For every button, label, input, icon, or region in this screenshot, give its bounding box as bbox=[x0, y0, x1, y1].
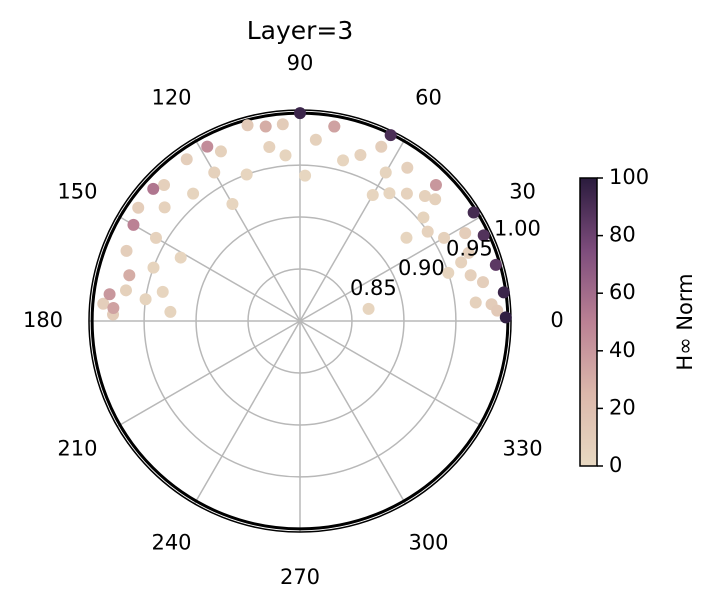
point bbox=[383, 187, 396, 200]
point bbox=[459, 227, 472, 240]
grid-spoke bbox=[193, 320, 301, 505]
theta-tick-label: 0 bbox=[550, 308, 563, 332]
point bbox=[174, 251, 187, 264]
point bbox=[259, 120, 272, 133]
point bbox=[337, 154, 350, 167]
theta-tick-label: 90 bbox=[287, 51, 314, 75]
theta-tick-label: 240 bbox=[151, 531, 191, 555]
chart-title: Layer=3 bbox=[247, 16, 354, 45]
colorbar-tick-label: 0 bbox=[609, 453, 622, 477]
point bbox=[499, 311, 512, 324]
point bbox=[366, 188, 379, 201]
point bbox=[97, 297, 110, 310]
colorbar bbox=[579, 177, 598, 467]
theta-tick-label: 150 bbox=[57, 180, 97, 204]
point bbox=[187, 187, 200, 200]
point bbox=[384, 129, 397, 142]
point bbox=[418, 190, 431, 203]
point bbox=[123, 269, 136, 282]
point bbox=[276, 118, 289, 131]
theta-tick-label: 300 bbox=[408, 531, 448, 555]
point bbox=[240, 168, 253, 181]
point bbox=[120, 244, 133, 257]
point bbox=[263, 140, 276, 153]
point bbox=[489, 258, 502, 271]
point bbox=[438, 231, 451, 244]
point bbox=[147, 261, 160, 274]
colorbar-tick-label: 100 bbox=[609, 165, 649, 189]
point bbox=[467, 206, 480, 219]
colorbar-tick-label: 40 bbox=[609, 338, 636, 362]
point bbox=[119, 284, 132, 297]
point bbox=[294, 107, 306, 120]
colorbar-tick-label: 20 bbox=[609, 395, 636, 419]
point bbox=[208, 166, 221, 179]
colorbar-tick-label: 60 bbox=[609, 280, 636, 304]
r-tick-label: 0.90 bbox=[398, 256, 445, 280]
point bbox=[477, 229, 490, 242]
point bbox=[299, 169, 312, 182]
colorbar-tick-label: 80 bbox=[609, 223, 636, 247]
point bbox=[149, 231, 162, 244]
point bbox=[362, 302, 375, 315]
point bbox=[127, 218, 140, 231]
point bbox=[401, 161, 414, 174]
grid-spoke bbox=[299, 320, 484, 428]
point bbox=[309, 133, 322, 146]
theta-tick-label: 270 bbox=[280, 565, 320, 589]
grid-spoke bbox=[299, 320, 407, 505]
point bbox=[158, 179, 171, 192]
r-tick-label: 1.00 bbox=[494, 216, 541, 240]
point bbox=[469, 296, 482, 309]
grid-spoke bbox=[116, 214, 301, 322]
point bbox=[379, 166, 392, 179]
theta-tick-label: 120 bbox=[151, 85, 191, 109]
theta-tick-label: 60 bbox=[415, 85, 442, 109]
point bbox=[180, 153, 193, 166]
theta-tick-label: 30 bbox=[509, 180, 536, 204]
grid-spoke bbox=[116, 320, 301, 428]
point bbox=[464, 269, 477, 282]
point bbox=[477, 276, 490, 289]
point bbox=[491, 304, 504, 317]
theta-tick-label: 210 bbox=[57, 437, 97, 461]
point bbox=[400, 187, 413, 200]
point bbox=[400, 231, 413, 244]
point bbox=[328, 120, 341, 133]
point bbox=[132, 201, 145, 214]
point bbox=[214, 145, 227, 158]
point bbox=[164, 305, 177, 318]
point bbox=[462, 246, 475, 259]
theta-tick-label: 330 bbox=[503, 437, 543, 461]
r-tick-label: 0.85 bbox=[350, 276, 397, 300]
point bbox=[497, 286, 510, 299]
point bbox=[226, 197, 239, 210]
point bbox=[429, 193, 442, 206]
point bbox=[375, 140, 388, 153]
point bbox=[455, 256, 468, 269]
point bbox=[279, 149, 292, 162]
theta-tick-label: 180 bbox=[23, 308, 63, 332]
point bbox=[158, 201, 171, 214]
colorbar-label: H∞ Norm bbox=[673, 273, 697, 370]
point bbox=[241, 119, 254, 132]
point bbox=[429, 179, 442, 192]
point bbox=[139, 293, 152, 306]
point bbox=[107, 301, 120, 314]
point bbox=[201, 140, 214, 153]
point bbox=[354, 148, 367, 161]
point bbox=[147, 182, 160, 195]
point bbox=[156, 285, 169, 298]
point bbox=[421, 225, 434, 238]
point bbox=[103, 288, 116, 301]
grid-spoke bbox=[299, 214, 484, 322]
point bbox=[417, 211, 430, 224]
point bbox=[442, 266, 455, 279]
r-tick-label: 0.95 bbox=[446, 236, 493, 260]
